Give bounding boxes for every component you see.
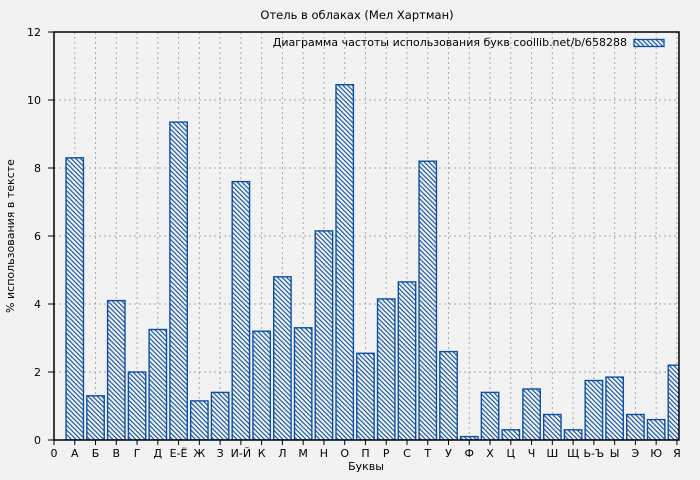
- x-tick-label: Ч: [528, 447, 536, 460]
- y-tick-label: 12: [27, 26, 41, 39]
- bar-Л: [273, 276, 292, 440]
- y-tick-label: 10: [27, 94, 41, 107]
- x-tick-label: Е-Ё: [170, 447, 188, 460]
- x-tick-label: О: [340, 447, 349, 460]
- bar-С: [397, 281, 417, 440]
- bar-А: [65, 157, 85, 440]
- x-tick-label: Ц: [507, 447, 516, 460]
- bars-group: [65, 83, 679, 440]
- axis-ticks: [48, 31, 678, 445]
- x-tick-label: Ь-Ъ: [584, 447, 605, 460]
- x-tick-label: И-Й: [231, 447, 251, 460]
- bar-Ю: [646, 418, 666, 440]
- bar-М: [293, 327, 313, 440]
- x-tick-label: М: [298, 447, 308, 460]
- y-tick-label: 8: [34, 162, 41, 175]
- legend-swatch-icon: [633, 38, 665, 48]
- bar-З: [210, 391, 230, 440]
- x-tick-label: Р: [383, 447, 390, 460]
- bar-Х: [480, 391, 500, 440]
- bar-Ф: [459, 435, 479, 440]
- x-tick-label: А: [71, 447, 79, 460]
- x-tick-label: Ю: [650, 447, 662, 460]
- bar-В: [106, 299, 126, 440]
- x-tick-label: Х: [486, 447, 494, 460]
- legend-label: Диаграмма частоты использования букв coo…: [273, 36, 627, 49]
- y-tick-label: 0: [34, 434, 41, 447]
- y-axis-label: % использования в тексте: [4, 159, 17, 313]
- chart-title: Отель в облаках (Мел Хартман): [260, 8, 453, 22]
- x-tick-label: Ш: [546, 447, 558, 460]
- x-tick-label: Б: [92, 447, 100, 460]
- x-tick-label: Л: [278, 447, 286, 460]
- x-tick-label: Ы: [610, 447, 620, 460]
- bar-Э: [625, 413, 645, 440]
- x-tick-label: К: [258, 447, 266, 460]
- bar-Ц: [501, 429, 521, 440]
- bar-Ч: [522, 388, 541, 440]
- x-tick-label: С: [403, 447, 411, 460]
- bar-Ж: [189, 400, 209, 440]
- bar-Ь-Ъ: [584, 379, 604, 440]
- x-tick-label: Д: [154, 447, 163, 460]
- bar-К: [252, 330, 272, 440]
- y-tick-labels: 0 2 4 6 8 10 12: [27, 26, 41, 447]
- bar-Н: [314, 230, 334, 440]
- y-tick-label: 6: [34, 230, 41, 243]
- x-tick-label: Ж: [193, 447, 205, 460]
- bar-Р: [376, 298, 396, 440]
- x-axis-label: Буквы: [348, 460, 384, 473]
- bar-У: [439, 350, 458, 440]
- bar-Б: [86, 395, 105, 440]
- bar-Е-Ё: [169, 121, 188, 440]
- x-tick-label: З: [217, 447, 224, 460]
- bar-О: [335, 83, 355, 440]
- bar-И-Й: [231, 180, 251, 440]
- x-tick-label: Я: [673, 447, 681, 460]
- bar-Я: [667, 364, 679, 440]
- x-tick-label: Э: [632, 447, 640, 460]
- bar-Т: [418, 160, 438, 440]
- bar-Ы: [605, 376, 625, 440]
- x-tick-label: П: [361, 447, 369, 460]
- y-tick-label: 4: [34, 298, 41, 311]
- bar-Д: [148, 328, 168, 440]
- x-tick-label-origin: 0: [51, 447, 58, 460]
- bar-Г: [127, 371, 147, 440]
- bar-П: [356, 352, 375, 440]
- x-tick-label: Н: [320, 447, 328, 460]
- x-tick-label: Ф: [465, 447, 474, 460]
- bar-Ш: [542, 413, 562, 440]
- legend: Диаграмма частоты использования букв coo…: [273, 36, 665, 49]
- x-tick-label: В: [113, 447, 121, 460]
- x-tick-label: У: [445, 447, 452, 460]
- x-tick-label: Г: [134, 447, 141, 460]
- y-tick-label: 2: [34, 366, 41, 379]
- x-tick-label: Т: [423, 447, 431, 460]
- x-tick-labels: 0 А Б В Г Д Е-Ё Ж З И-Й К Л М Н О П Р С Т У Ф Х Ц Ч Ш Щ Ь-Ъ Ы Э Ю Я: [51, 447, 681, 460]
- bar-Щ: [563, 429, 583, 440]
- x-tick-label: Щ: [567, 447, 579, 460]
